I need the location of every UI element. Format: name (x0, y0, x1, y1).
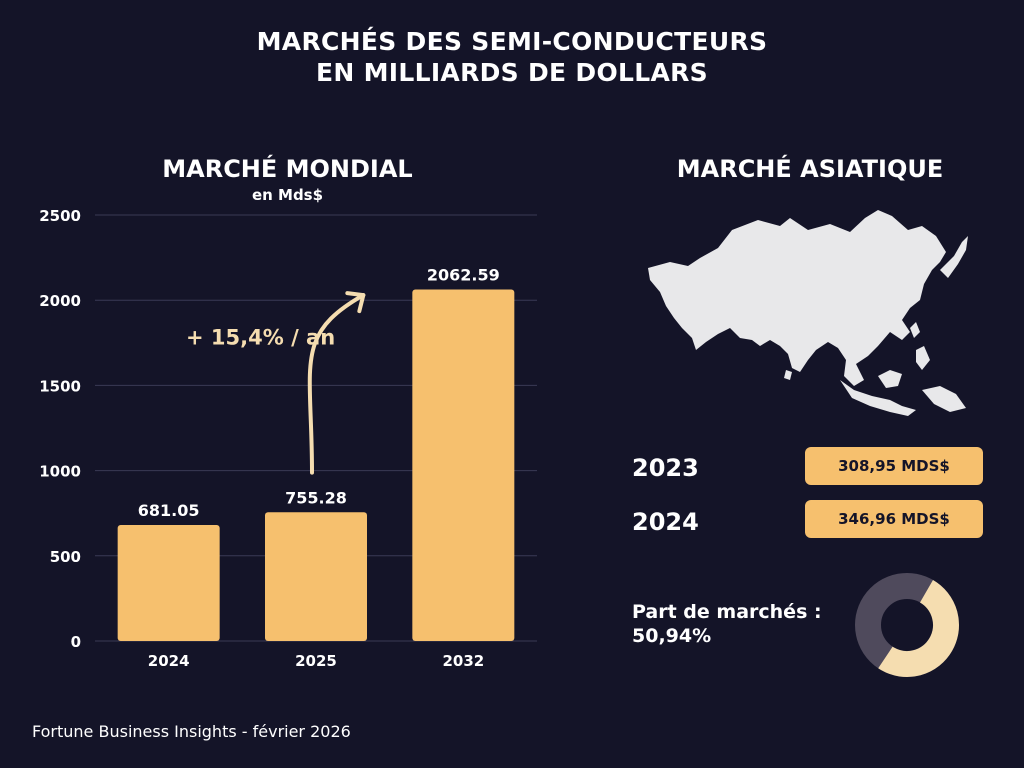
asia-map-icon (648, 210, 968, 416)
bar-2025 (265, 512, 367, 641)
growth-arrow-head (345, 291, 366, 314)
market-share-donut (855, 573, 959, 677)
x-tick-label: 2024 (148, 652, 190, 670)
x-tick-label: 2032 (442, 652, 484, 670)
main-title: MARCHÉS DES SEMI-CONDUCTEURS EN MILLIARD… (0, 26, 1024, 88)
y-tick-label: 0 (71, 633, 81, 651)
growth-arrow (307, 291, 366, 475)
asia-year-2023: 2023 (632, 454, 699, 482)
data-label-2025: 755.28 (285, 488, 347, 507)
chart-y-ticks: 0 500 1000 1500 2000 2500 (39, 207, 81, 651)
asia-value-2024-badge: 346,96 MDS$ (805, 500, 983, 538)
bar-2032 (412, 289, 515, 641)
title-line-1: MARCHÉS DES SEMI-CONDUCTEURS (256, 27, 768, 56)
asia-year-2024: 2024 (632, 508, 699, 536)
chart-x-ticks: 2024 2025 2032 (148, 652, 484, 670)
market-share-label-text: Part de marchés : (632, 601, 822, 623)
asia-value-2023-badge: 308,95 MDS$ (805, 447, 983, 485)
world-market-subtitle: en Mds$ (251, 186, 324, 204)
market-share-value: 50,94% (632, 625, 712, 647)
data-label-2024: 681.05 (138, 501, 200, 520)
y-tick-label: 2500 (39, 207, 81, 225)
chart-data-labels: 681.05 755.28 2062.59 (138, 266, 500, 520)
world-market-title: MARCHÉ MONDIAL (162, 155, 413, 183)
source-note: Fortune Business Insights - février 2026 (32, 722, 351, 741)
y-tick-label: 1500 (39, 377, 81, 395)
world-market-bar-chart: 0 500 1000 1500 2000 2500 681.05 755.28 2062.59… (39, 207, 537, 670)
donut-share-segment (855, 573, 959, 677)
asia-market-title: MARCHÉ ASIATIQUE (676, 155, 944, 183)
y-tick-label: 500 (50, 548, 81, 566)
y-tick-label: 2000 (39, 292, 81, 310)
chart-bars (117, 289, 515, 641)
market-share-label: Part de marchés : 50,94% (632, 600, 822, 648)
bar-2024 (117, 524, 220, 641)
data-label-2032: 2062.59 (427, 266, 500, 285)
title-line-2: EN MILLIARDS DE DOLLARS (315, 58, 708, 87)
x-tick-label: 2025 (295, 652, 337, 670)
growth-rate-annotation: + 15,4% / an (186, 326, 335, 350)
growth-arrow-curve (307, 293, 366, 475)
y-tick-label: 1000 (39, 463, 81, 481)
